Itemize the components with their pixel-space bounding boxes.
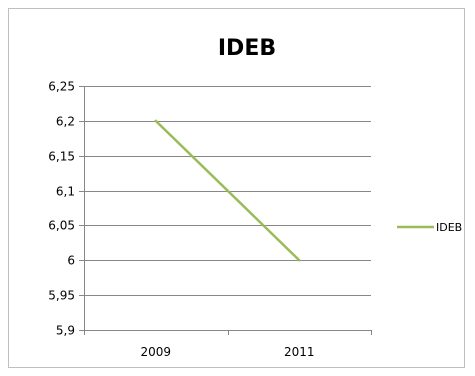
y-tick-label: 5,95 xyxy=(48,289,75,303)
y-tick-label: 5,9 xyxy=(56,324,75,338)
legend: IDEB xyxy=(397,221,462,234)
gridlines xyxy=(84,86,371,296)
x-tick-label: 2011 xyxy=(284,345,315,359)
chart-title: IDEB xyxy=(218,36,276,61)
y-tick-label: 6,15 xyxy=(48,150,75,164)
legend-label: IDEB xyxy=(436,221,462,234)
series-lines xyxy=(154,119,301,262)
axes xyxy=(79,86,372,335)
x-tick-labels: 2009 2011 xyxy=(140,345,314,359)
x-tick-label: 2009 xyxy=(140,345,171,359)
y-tick-label: 6,1 xyxy=(56,185,75,199)
y-tick-label: 6 xyxy=(67,254,75,268)
y-tick-label: 6,25 xyxy=(48,80,75,94)
y-tick-labels: 5,9 5,95 6 6,05 6,1 6,15 6,2 6,25 xyxy=(48,80,75,338)
chart-svg: IDEB 5,9 5,95 6 6,05 6,1 6,15 6,2 6,25 2009 2011… xyxy=(48,36,462,359)
chart-frame: IDEB 5,9 5,95 6 6,05 6,1 6,15 6,2 6,25 2009 2011… xyxy=(8,8,465,368)
y-tick-label: 6,05 xyxy=(48,219,75,233)
y-tick-label: 6,2 xyxy=(56,115,75,129)
series-line-ideb xyxy=(154,119,301,262)
